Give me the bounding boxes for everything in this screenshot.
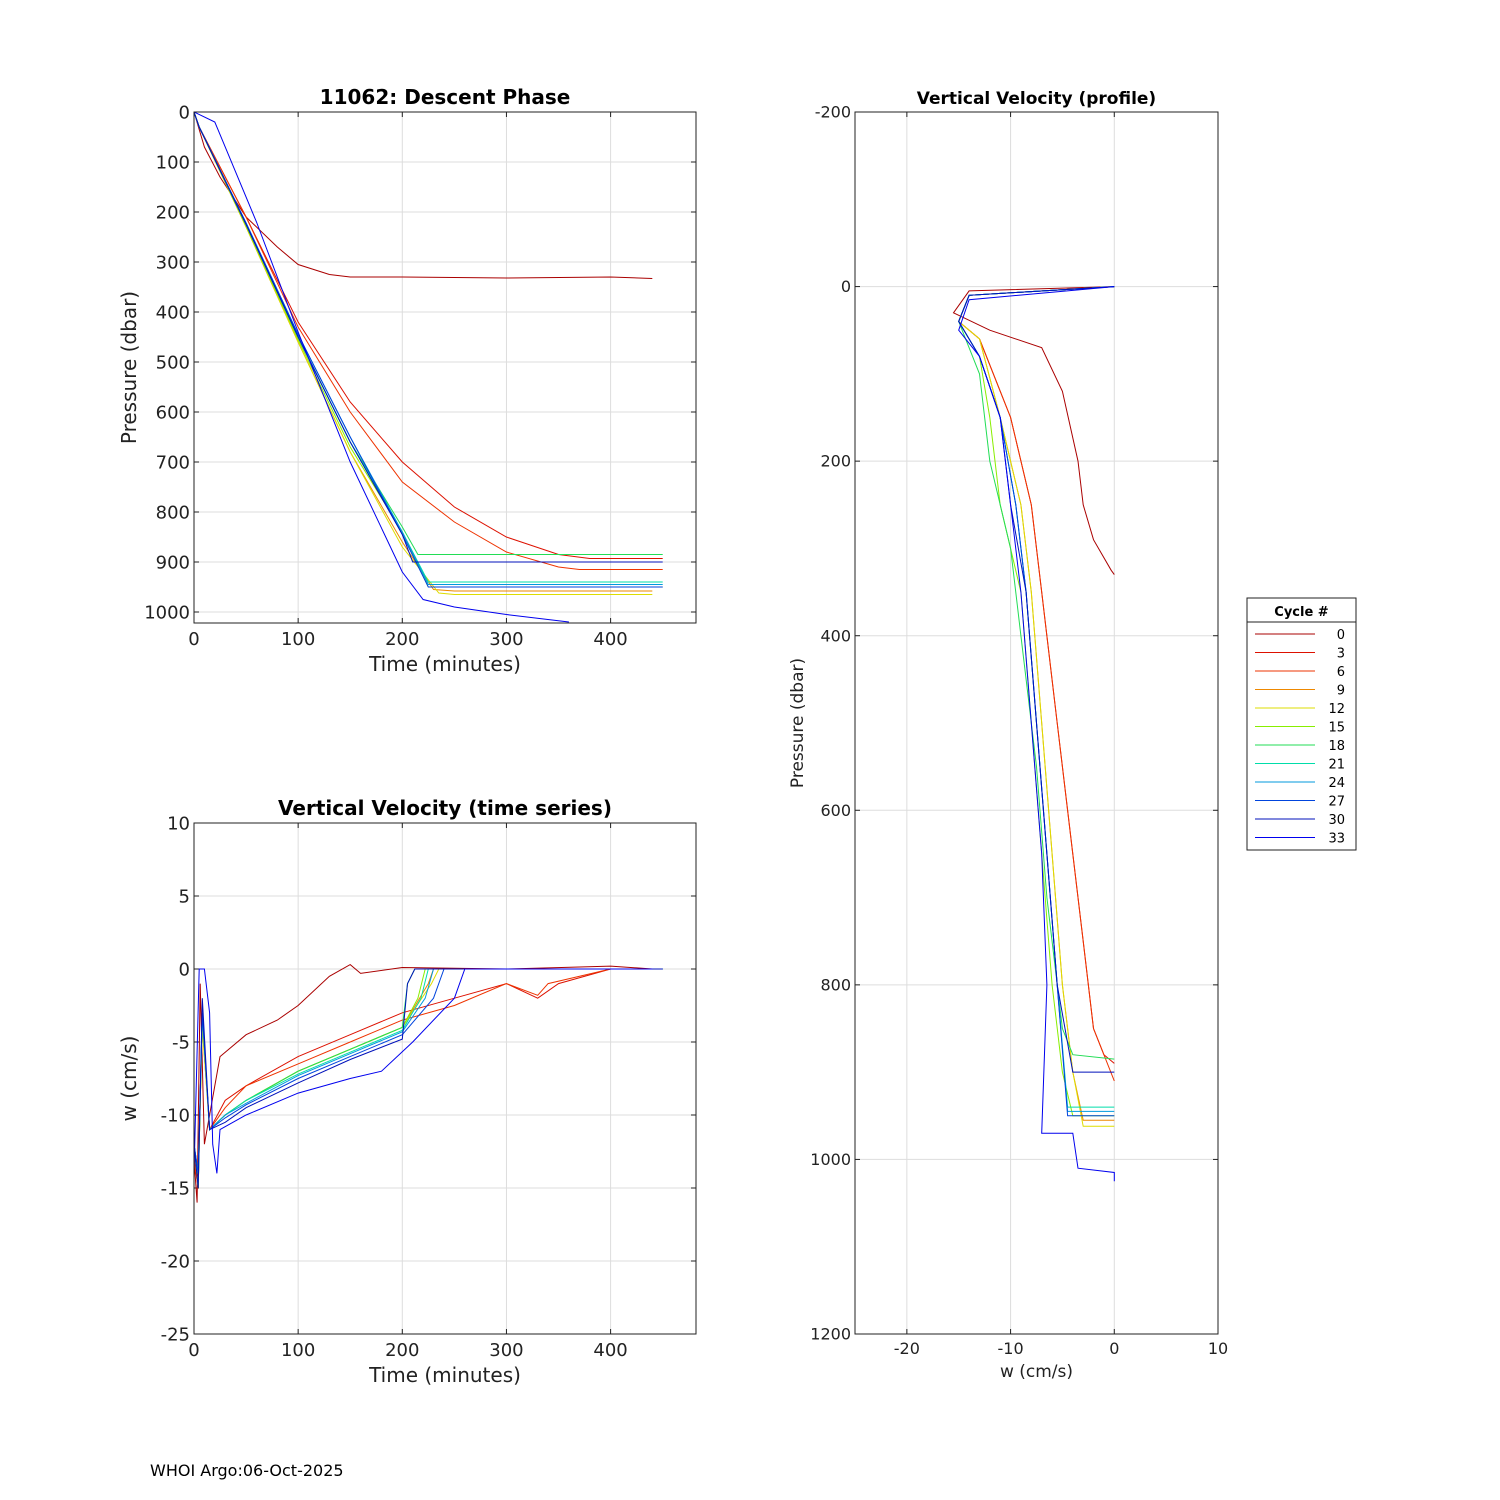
y-tick-label: 1000: [810, 1150, 851, 1169]
velocity-time-chart: 0 100 200 300 400 10 5 0 -5 -10 -15 -20 -25 Vertical …: [117, 796, 697, 1387]
y-tick-label: -5: [172, 1032, 190, 1053]
y-tick-label: 800: [156, 502, 190, 523]
y-tick-label: 10: [167, 813, 190, 834]
x-tick-label: 400: [593, 629, 627, 650]
y-tick-label: 200: [156, 202, 190, 223]
descent-title: 11062: Descent Phase: [320, 85, 571, 109]
y-tick-label: 0: [179, 959, 190, 980]
velocity-time-x-axis-label: Time (minutes): [368, 1363, 521, 1387]
legend-entry-label: 18: [1328, 739, 1345, 754]
y-tick-label: 200: [820, 452, 851, 471]
x-tick-label: 200: [385, 1340, 419, 1361]
velocity-profile-title: Vertical Velocity (profile): [917, 89, 1156, 109]
series-line-cycle-33: [194, 968, 653, 1174]
velocity-profile-x-axis-label: w (cm/s): [1000, 1362, 1073, 1382]
y-tick-label: 600: [820, 801, 851, 820]
descent-plot-area: [194, 112, 696, 623]
legend-entry-label: 15: [1328, 721, 1345, 736]
series-line-cycle-6: [194, 112, 663, 570]
y-tick-label: 1000: [144, 602, 190, 623]
y-tick-label: 400: [820, 626, 851, 645]
legend-entry-label: 21: [1328, 758, 1345, 773]
legend: Cycle # 0 3 6 9 12 15 18 21 24 27 30 33: [1246, 597, 1357, 851]
series-line-cycle-33: [194, 112, 569, 623]
footer-stamp: WHOI Argo:06-Oct-2025: [150, 1461, 344, 1480]
y-tick-label: 500: [156, 352, 190, 373]
x-tick-label: 300: [489, 629, 523, 650]
velocity-time-y-axis-label: w (cm/s): [117, 1036, 141, 1122]
descent-frame: [193, 111, 697, 624]
x-tick-label: 0: [1109, 1339, 1119, 1358]
legend-entry-label: 33: [1328, 832, 1345, 847]
legend-entry-label: 6: [1337, 665, 1345, 680]
y-tick-label: 400: [156, 302, 190, 323]
series-line-cycle-30: [194, 112, 663, 563]
y-tick-label: -15: [161, 1178, 190, 1199]
legend-entry-label: 0: [1337, 628, 1345, 643]
velocity-profile-y-axis-label: Pressure (dbar): [788, 658, 808, 788]
legend-entry-label: 24: [1328, 776, 1345, 791]
series-line-cycle-0: [194, 112, 653, 279]
descent-x-axis-label: Time (minutes): [368, 652, 521, 676]
y-tick-label: 100: [156, 152, 190, 173]
legend-title: Cycle #: [1274, 605, 1329, 620]
y-tick-label: 300: [156, 252, 190, 273]
series-line-cycle-33: [958, 286, 1115, 1182]
legend-box: [1246, 597, 1357, 851]
velocity-time-title: Vertical Velocity (time series): [278, 796, 612, 820]
y-tick-label: 700: [156, 452, 190, 473]
series-line-cycle-30: [194, 968, 663, 1189]
descent-series-group: [194, 112, 663, 623]
x-tick-label: 100: [281, 1340, 315, 1361]
legend-entry-label: 9: [1337, 684, 1345, 699]
x-tick-label: -10: [998, 1339, 1024, 1358]
x-tick-label: 10: [1208, 1339, 1228, 1358]
legend-entry-label: 30: [1328, 813, 1345, 828]
y-tick-label: 1200: [810, 1325, 851, 1344]
x-tick-label: 0: [188, 1340, 199, 1361]
legend-entry-label: 3: [1337, 647, 1345, 662]
y-tick-label: 0: [841, 277, 851, 296]
series-line-cycle-0: [194, 963, 653, 1203]
x-tick-label: -20: [894, 1339, 920, 1358]
legend-entry-label: 12: [1328, 702, 1345, 717]
descent-chart: 0 100 200 300 400 0 100 200 300 400 500 600 700 800 90…: [117, 85, 697, 676]
x-tick-label: 200: [385, 629, 419, 650]
y-tick-label: -25: [161, 1324, 190, 1345]
x-tick-label: 100: [281, 629, 315, 650]
y-tick-label: -10: [161, 1105, 190, 1126]
x-tick-label: 400: [593, 1340, 627, 1361]
velocity-time-frame: [193, 822, 697, 1335]
y-tick-label: 800: [820, 975, 851, 994]
velocity-profile-series-group: [952, 286, 1115, 1182]
y-tick-label: 900: [156, 552, 190, 573]
velocity-profile-chart: -20 -10 0 10 -200 0 200 400 600 800 1000 1200 Vertic…: [788, 89, 1228, 1382]
y-tick-label: -20: [161, 1251, 190, 1272]
y-tick-label: 5: [179, 886, 190, 907]
legend-entry-label: 27: [1328, 795, 1345, 810]
velocity-time-series-group: [194, 963, 663, 1203]
velocity-profile-frame: [854, 111, 1219, 1335]
velocity-time-plot-area: [194, 823, 696, 1334]
y-tick-label: -200: [815, 103, 851, 122]
descent-y-axis-label: Pressure (dbar): [117, 291, 141, 444]
y-tick-label: 600: [156, 402, 190, 423]
series-line-cycle-30: [958, 286, 1115, 1073]
x-tick-label: 0: [188, 629, 199, 650]
y-tick-label: 0: [179, 102, 190, 123]
series-line-cycle-0: [952, 286, 1115, 575]
x-tick-label: 300: [489, 1340, 523, 1361]
